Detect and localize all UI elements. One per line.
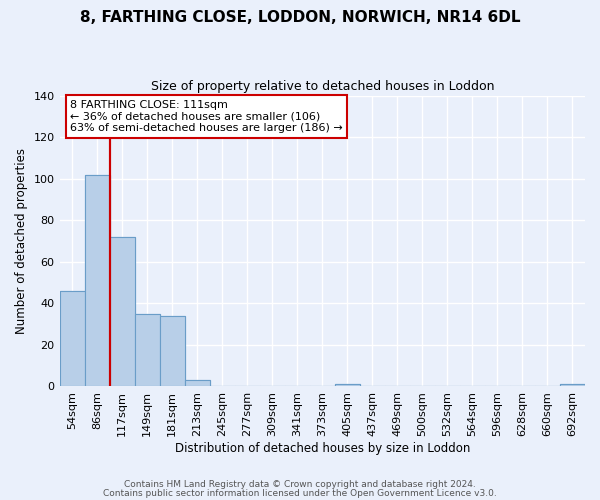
Bar xyxy=(160,316,185,386)
Bar xyxy=(110,237,134,386)
Text: 8 FARTHING CLOSE: 111sqm
← 36% of detached houses are smaller (106)
63% of semi-: 8 FARTHING CLOSE: 111sqm ← 36% of detach… xyxy=(70,100,343,133)
Text: Contains HM Land Registry data © Crown copyright and database right 2024.: Contains HM Land Registry data © Crown c… xyxy=(124,480,476,489)
Bar xyxy=(335,384,360,386)
Bar xyxy=(185,380,209,386)
Bar xyxy=(110,237,134,386)
Bar xyxy=(85,174,110,386)
Bar xyxy=(59,291,85,386)
Bar xyxy=(560,384,585,386)
Y-axis label: Number of detached properties: Number of detached properties xyxy=(15,148,28,334)
X-axis label: Distribution of detached houses by size in Loddon: Distribution of detached houses by size … xyxy=(175,442,470,455)
Title: Size of property relative to detached houses in Loddon: Size of property relative to detached ho… xyxy=(151,80,494,93)
Bar xyxy=(134,314,160,386)
Text: Contains public sector information licensed under the Open Government Licence v3: Contains public sector information licen… xyxy=(103,488,497,498)
Bar xyxy=(335,384,360,386)
Bar xyxy=(134,314,160,386)
Bar xyxy=(185,380,209,386)
Bar xyxy=(59,291,85,386)
Bar xyxy=(560,384,585,386)
Bar xyxy=(160,316,185,386)
Text: 8, FARTHING CLOSE, LODDON, NORWICH, NR14 6DL: 8, FARTHING CLOSE, LODDON, NORWICH, NR14… xyxy=(80,10,520,25)
Bar xyxy=(85,174,110,386)
